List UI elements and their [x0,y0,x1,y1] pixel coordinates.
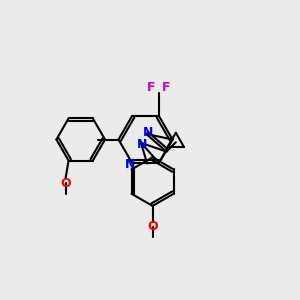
Text: F: F [147,81,156,94]
Text: N: N [137,138,148,151]
Text: N: N [125,158,136,171]
Text: O: O [147,220,158,233]
Text: N: N [142,126,153,139]
Text: O: O [60,176,71,190]
Text: F: F [162,81,171,94]
